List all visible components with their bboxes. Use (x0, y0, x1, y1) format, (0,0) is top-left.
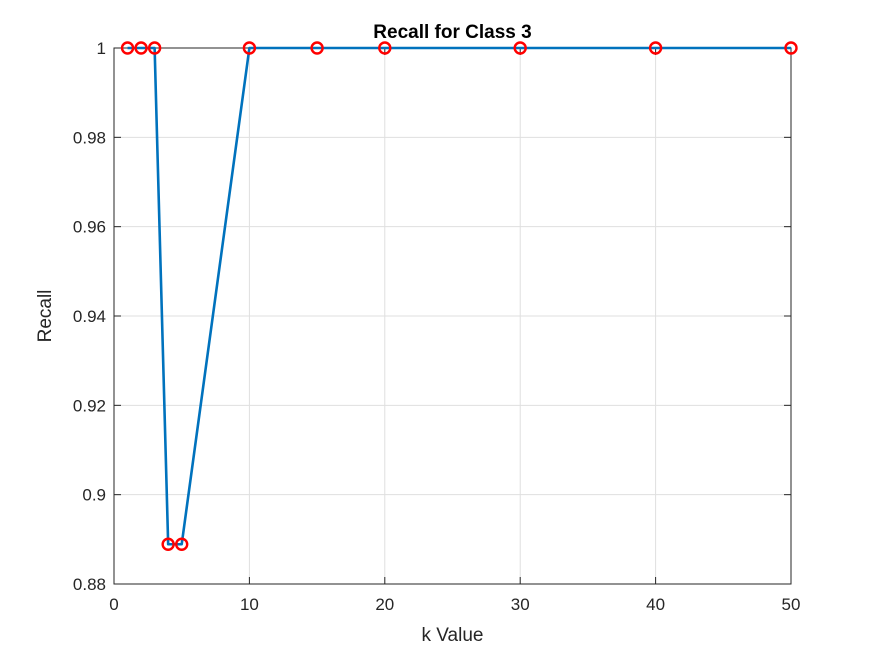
chart-title: Recall for Class 3 (373, 22, 531, 43)
y-tick-label: 0.94 (73, 307, 106, 326)
x-tick-label: 20 (375, 595, 394, 614)
axis-ticks: 0 10 20 30 40 50 0.88 0.9 0.92 0.94 0.96 0.98 1 (73, 39, 801, 614)
data-point-marker (174, 537, 189, 551)
data-point-marker (242, 41, 257, 55)
x-tick-label: 30 (511, 595, 530, 614)
data-point-marker (134, 41, 148, 55)
y-tick-label: 0.88 (73, 575, 106, 594)
x-tick-label: 50 (782, 595, 801, 614)
data-point-marker (147, 41, 162, 55)
data-point-marker (513, 41, 527, 55)
series-area (120, 41, 798, 551)
x-axis-title: k Value (422, 625, 484, 646)
x-tick-label: 10 (240, 595, 259, 614)
x-tick-label: 40 (646, 595, 665, 614)
data-point-marker (120, 41, 135, 55)
data-point-marker (310, 41, 324, 55)
series-line-0 (127, 46, 791, 546)
y-tick-label: 0.98 (73, 128, 106, 147)
y-axis-title: Recall (35, 290, 56, 343)
y-tick-label: 0.92 (73, 396, 106, 415)
data-point-marker (161, 537, 175, 551)
y-tick-label: 0.96 (73, 218, 106, 237)
data-point-marker (378, 41, 392, 55)
y-tick-label: 1 (97, 39, 106, 58)
grid (113, 47, 792, 585)
y-tick-label: 0.9 (82, 486, 106, 505)
data-point-marker (784, 41, 798, 55)
x-tick-label: 0 (109, 595, 118, 614)
data-point-marker (648, 41, 663, 55)
